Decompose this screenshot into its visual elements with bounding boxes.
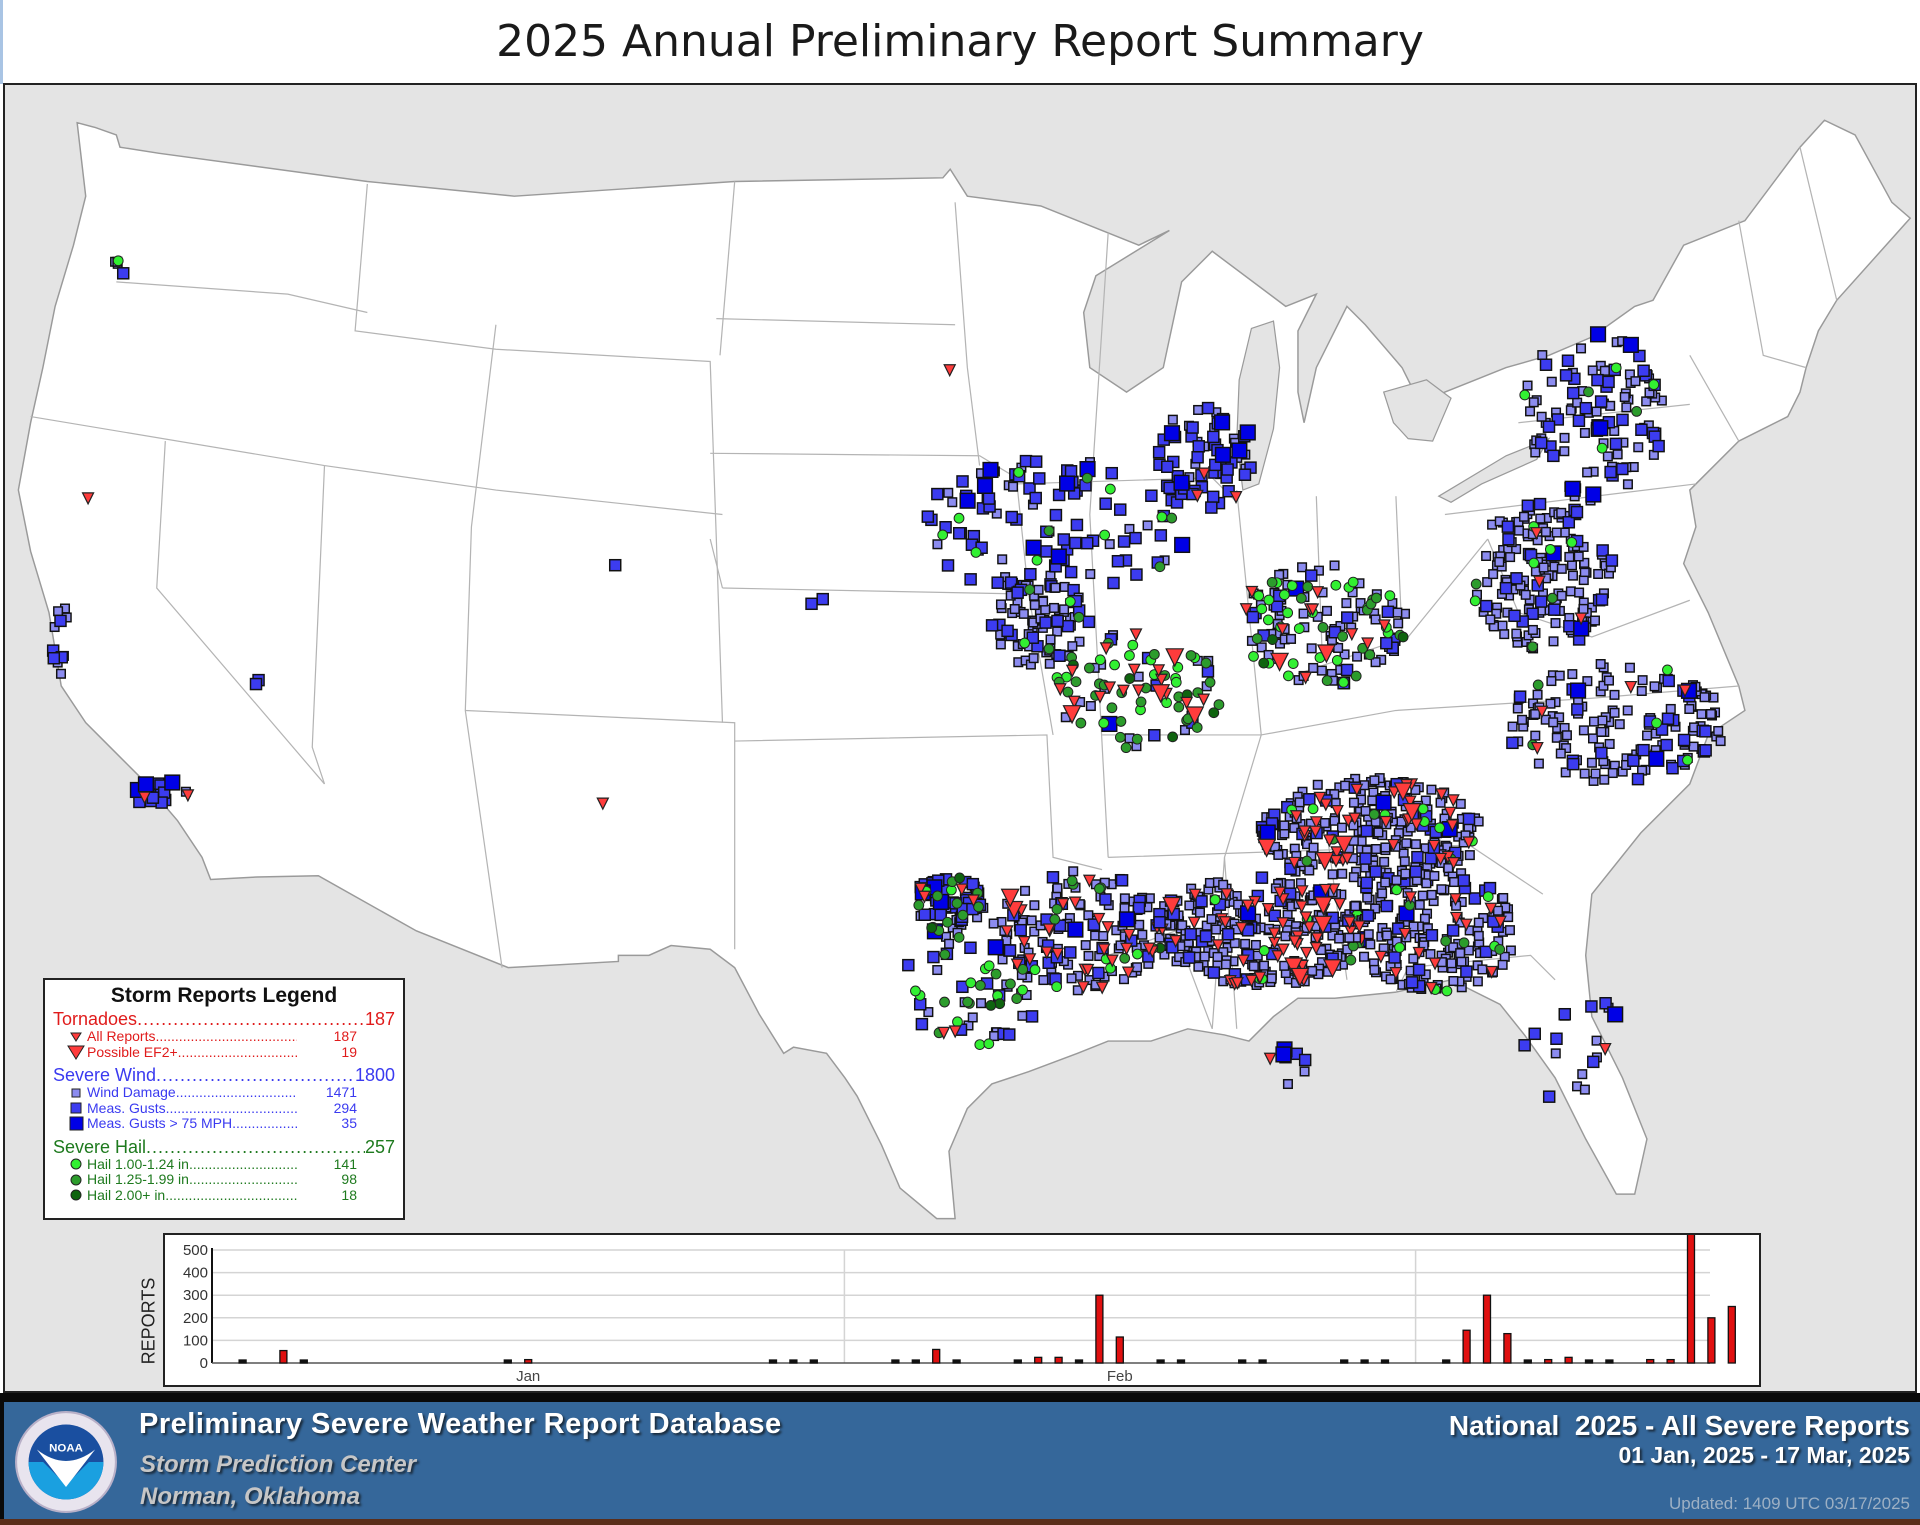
legend-item-wind-damage: Wind Damage 1471: [53, 1084, 395, 1101]
legend-item-hail-small: Hail 1.00-1.24 in 141: [53, 1156, 395, 1173]
storm-reports-legend: Storm Reports Legend Tornadoes 187 All R…: [43, 978, 405, 1220]
legend-wind-total: 1800: [354, 1066, 395, 1085]
severe-gust-square-icon: [69, 1116, 83, 1131]
lake-huron-erie: [1382, 379, 1551, 503]
window-edge: [0, 0, 3, 84]
daily-reports-bar-chart: 0 100 200 300 400 500 Jan Feb: [163, 1233, 1761, 1387]
svg-text:100: 100: [183, 1332, 208, 1349]
svg-text:500: 500: [183, 1242, 208, 1259]
svg-text:0: 0: [200, 1355, 208, 1372]
legend-item-meas-gusts-75: Meas. Gusts > 75 MPH 35: [53, 1115, 395, 1132]
banner-divider: [0, 1393, 1920, 1403]
legend-wind-header: Severe Wind 1800: [53, 1066, 395, 1085]
svg-text:Feb: Feb: [1107, 1368, 1133, 1385]
hail-medium-circle-icon: [70, 1174, 82, 1186]
banner-organization: Storm Prediction Center: [140, 1451, 417, 1478]
legend-item-meas-gusts: Meas. Gusts 294: [53, 1100, 395, 1117]
legend-hail-total: 257: [364, 1137, 395, 1157]
report-markers: [46, 255, 1726, 1103]
legend-title: Storm Reports Legend: [110, 984, 338, 1007]
small-tornado-triangle-icon: [70, 1032, 82, 1042]
legend-tornadoes-label: Tornadoes: [53, 1010, 365, 1029]
bottom-strip: [0, 1519, 1920, 1525]
hail-large-circle-icon: [70, 1189, 82, 1201]
legend-item-tornado-all: All Reports 187: [53, 1028, 395, 1045]
us-map-canvas: [17, 119, 1912, 1220]
svg-text:300: 300: [183, 1287, 208, 1304]
noaa-logo-icon: NOAA: [15, 1411, 117, 1513]
footer-banner: NOAA Preliminary Severe Weather Report D…: [0, 1402, 1920, 1520]
bar-chart-canvas: 0 100 200 300 400 500 Jan Feb: [183, 1235, 1736, 1385]
wind-damage-square-icon: [71, 1088, 81, 1098]
svg-text:NOAA: NOAA: [49, 1443, 83, 1455]
banner-title: Preliminary Severe Weather Report Databa…: [139, 1408, 782, 1440]
legend-hail-label: Severe Hail: [53, 1138, 365, 1157]
us-land-outline: [17, 119, 1912, 1220]
svg-text:Jan: Jan: [516, 1368, 540, 1385]
banner-report-scope: National 2025 - All Severe Reports: [1448, 1410, 1910, 1441]
page-title: 2025 Annual Preliminary Report Summary: [496, 15, 1424, 67]
legend-tornadoes-header: Tornadoes 187: [53, 1010, 395, 1029]
large-tornado-triangle-icon: [67, 1045, 85, 1060]
legend-wind-label: Severe Wind: [53, 1066, 355, 1085]
hail-small-circle-icon: [70, 1158, 82, 1170]
svg-text:400: 400: [183, 1265, 208, 1282]
measured-gust-square-icon: [70, 1102, 82, 1114]
legend-item-tornado-ef2: Possible EF2+ 19: [53, 1044, 395, 1061]
banner-updated-time: Updated: 1409 UTC 03/17/2025: [1668, 1494, 1910, 1513]
banner-date-range: 01 Jan, 2025 - 17 Mar, 2025: [1618, 1442, 1910, 1468]
legend-item-hail-large: Hail 2.00+ in 18: [53, 1187, 395, 1204]
legend-item-hail-medium: Hail 1.25-1.99 in 98: [53, 1171, 395, 1188]
legend-tornadoes-total: 187: [364, 1010, 395, 1029]
legend-hail-header: Severe Hail 257: [53, 1138, 395, 1157]
banner-location: Norman, Oklahoma: [140, 1483, 361, 1510]
svg-text:200: 200: [183, 1310, 208, 1327]
chart-y-axis-label: REPORTS: [138, 1277, 159, 1365]
